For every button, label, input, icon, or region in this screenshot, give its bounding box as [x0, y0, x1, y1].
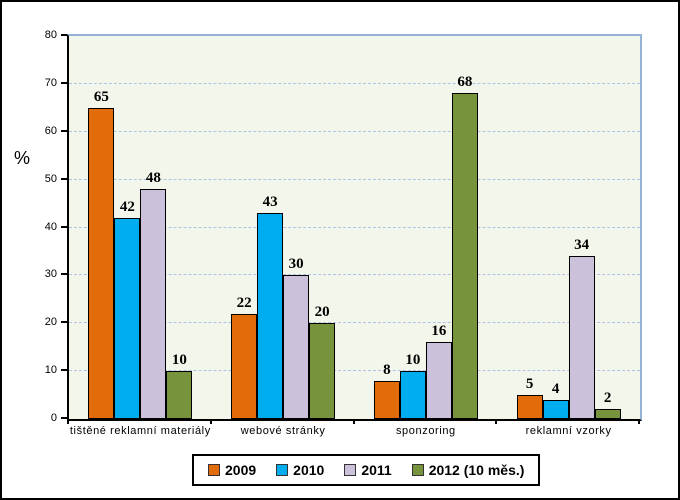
- legend-swatch-icon: [411, 464, 424, 476]
- legend-item: 2011: [344, 462, 392, 478]
- bar-value-label: 4: [551, 380, 560, 397]
- legend: 2009 2010 2011 2012 (10 měs.): [192, 454, 541, 486]
- bar-2009-3: [373, 380, 400, 419]
- y-tick-label: 0: [50, 412, 57, 424]
- y-axis-tick: [61, 129, 67, 132]
- x-axis-category-label: webové stránky: [240, 425, 326, 437]
- y-axis-tick: [61, 417, 67, 419]
- legend-item: 2010: [276, 462, 324, 478]
- y-axis-title: %: [14, 148, 31, 168]
- x-axis-tick: [209, 419, 212, 424]
- bar-value-label: 65: [93, 88, 109, 105]
- y-axis-tick: [61, 81, 67, 84]
- bar-201210ms-1: [166, 371, 193, 419]
- y-axis-tick: [61, 273, 67, 276]
- bar-value-label: 22: [236, 294, 252, 311]
- y-axis-tick: [61, 369, 67, 372]
- y-tick-label: 10: [44, 364, 57, 377]
- gridline: [69, 322, 640, 324]
- bar-2011-4: [568, 256, 595, 419]
- bar-value-label: 2: [603, 390, 612, 407]
- y-tick-label: 30: [44, 268, 57, 281]
- bar-2010-2: [257, 213, 284, 419]
- legend-label: 2009: [225, 462, 257, 478]
- x-axis-category-label: reklamní vzorky: [525, 425, 612, 437]
- legend-swatch-icon: [344, 464, 357, 476]
- y-tick-label: 40: [44, 220, 57, 233]
- bar-value-label: 8: [383, 361, 391, 378]
- bar-value-label: 43: [262, 194, 278, 211]
- legend-swatch-icon: [276, 464, 289, 476]
- y-axis-tick: [61, 225, 67, 228]
- legend-label: 2011: [361, 462, 392, 478]
- bar-value-label: 20: [314, 304, 330, 321]
- bar-value-label: 5: [525, 376, 534, 393]
- y-tick-label: 70: [44, 76, 57, 89]
- bar-2011-3: [425, 342, 452, 419]
- bar-value-label: 10: [171, 352, 187, 369]
- y-tick-label: 80: [44, 29, 57, 41]
- y-axis-tick: [61, 321, 67, 324]
- bar-2011-1: [140, 189, 167, 419]
- y-axis-tick: [61, 177, 67, 180]
- legend-item: 2009: [208, 462, 256, 478]
- gridline: [69, 178, 640, 180]
- legend-swatch-icon: [208, 464, 220, 476]
- bar-2009-1: [88, 107, 115, 419]
- bar-2010-1: [114, 217, 141, 419]
- bar-value-label: 16: [431, 323, 447, 340]
- y-axis-tick: [61, 34, 67, 36]
- bar-value-label: 30: [288, 256, 304, 273]
- gridline: [69, 274, 640, 276]
- x-axis-tick: [638, 419, 640, 424]
- bar-value-label: 42: [119, 198, 135, 215]
- gridline: [69, 82, 640, 84]
- bar-2010-3: [399, 371, 426, 419]
- legend-item: 2012 (10 měs.): [411, 462, 525, 478]
- legend-label: 2010: [293, 462, 325, 478]
- bar-2009-4: [516, 395, 543, 419]
- x-axis-tick: [67, 419, 69, 424]
- legend-label: 2012 (10 měs.): [428, 462, 525, 478]
- gridline: [69, 370, 640, 372]
- y-tick-label: 50: [44, 172, 57, 185]
- bar-201210ms-4: [594, 409, 621, 419]
- bar-value-label: 48: [145, 170, 161, 187]
- bar-201210ms-2: [309, 323, 336, 419]
- x-axis-tick: [495, 419, 498, 424]
- gridline: [69, 226, 640, 228]
- gridline: [69, 130, 640, 132]
- plot-area: 65 42 48 10 22 43 30 20 8 10 16 68 5 4 34 2: [67, 34, 642, 421]
- x-axis-category-label: sponzoring: [395, 425, 456, 437]
- bar-2010-4: [542, 399, 569, 419]
- bar-2009-2: [231, 313, 258, 419]
- y-tick-label: 60: [44, 124, 57, 137]
- bar-2011-2: [283, 275, 310, 419]
- bar-value-label: 34: [574, 237, 590, 254]
- bar-201210ms-3: [451, 93, 478, 419]
- bar-value-label: 10: [405, 352, 421, 369]
- y-tick-label: 20: [44, 316, 57, 329]
- x-axis-category-label: tištěné reklamní materiály: [69, 425, 211, 437]
- x-axis-tick: [352, 419, 355, 424]
- bar-value-label: 68: [457, 74, 473, 91]
